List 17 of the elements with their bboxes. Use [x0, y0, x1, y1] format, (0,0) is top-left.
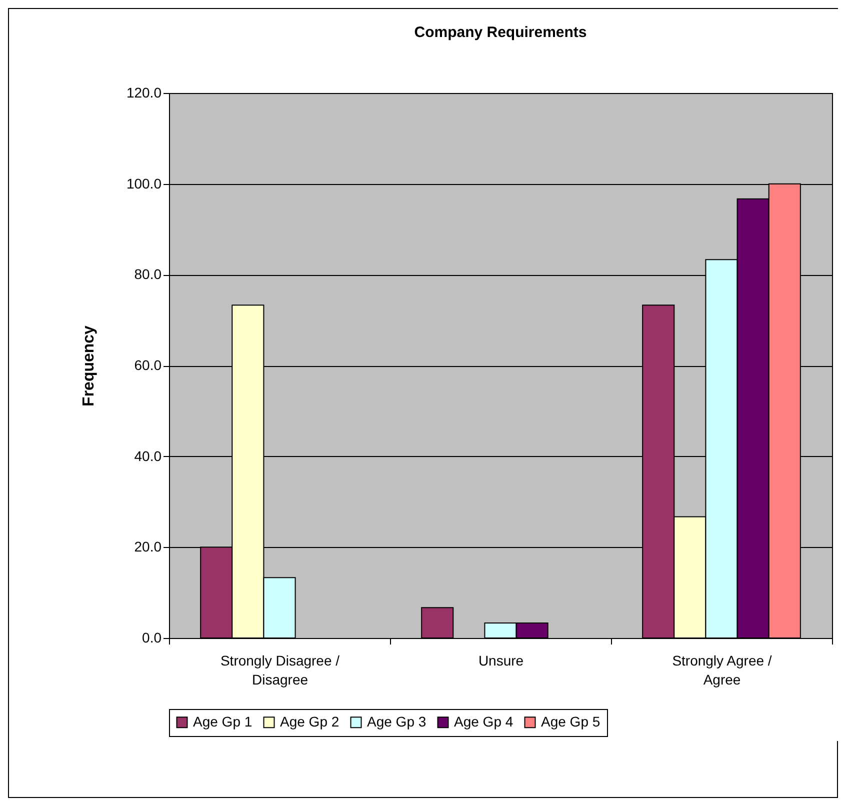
legend-label: Age Gp 1: [193, 713, 252, 730]
y-tick-label: 80.0: [134, 266, 162, 282]
y-tick-label: 100.0: [126, 175, 162, 192]
y-tick-label: 120.0: [126, 84, 162, 100]
legend-label: Age Gp 3: [367, 713, 426, 730]
x-tick-label: Strongly Agree / Agree: [672, 652, 772, 688]
y-axis-title: Frequency: [80, 325, 98, 406]
y-tick-label: 0.0: [142, 630, 162, 646]
x-tick-label: Strongly Disagree / Disagree: [220, 652, 340, 688]
y-tick-label: 60.0: [134, 357, 162, 373]
y-tick-label: 40.0: [134, 448, 162, 464]
legend-label: Age Gp 5: [541, 713, 600, 730]
x-tick-label: Unsure: [478, 652, 524, 668]
chart-title: Company Requirements: [414, 24, 587, 41]
y-tick-label: 20.0: [134, 538, 162, 555]
legend-label: Age Gp 2: [280, 713, 340, 730]
legend-label: Age Gp 4: [454, 713, 514, 730]
